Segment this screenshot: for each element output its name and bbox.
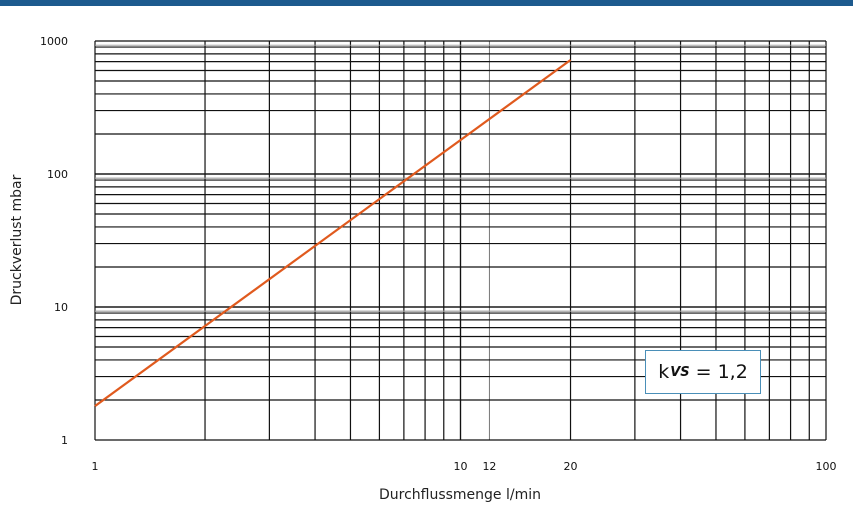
vertical-grid bbox=[94, 41, 827, 440]
x-tick-labels: 1 10 12 20 100 bbox=[92, 460, 837, 473]
y-tick-labels: 1 10 100 1000 bbox=[40, 35, 68, 447]
y-tick-label: 100 bbox=[47, 168, 68, 181]
x-axis-title: Durchflussmenge l/min bbox=[379, 487, 541, 503]
x-tick-label: 1 bbox=[92, 460, 99, 473]
x-tick-label: 10 bbox=[454, 460, 468, 473]
y-tick-label: 1 bbox=[61, 434, 68, 447]
x-tick-label: 100 bbox=[816, 460, 837, 473]
x-tick-label: 12 bbox=[482, 460, 496, 473]
horizontal-grid bbox=[95, 40, 826, 441]
kvs-subscript: VS bbox=[670, 364, 690, 380]
y-tick-label: 1000 bbox=[40, 35, 68, 48]
kvs-equals: = bbox=[695, 361, 712, 383]
series-line bbox=[94, 59, 572, 407]
series-layer bbox=[94, 59, 572, 407]
kvs-annotation-box: k VS = 1,2 bbox=[645, 350, 761, 394]
x-tick-label: 20 bbox=[564, 460, 578, 473]
kvs-prefix: k bbox=[658, 361, 670, 383]
kvs-value: 1,2 bbox=[717, 361, 748, 383]
y-tick-label: 10 bbox=[54, 301, 68, 314]
y-axis-title: Druckverlust mbar bbox=[9, 174, 25, 305]
top-accent-bar bbox=[0, 0, 853, 6]
